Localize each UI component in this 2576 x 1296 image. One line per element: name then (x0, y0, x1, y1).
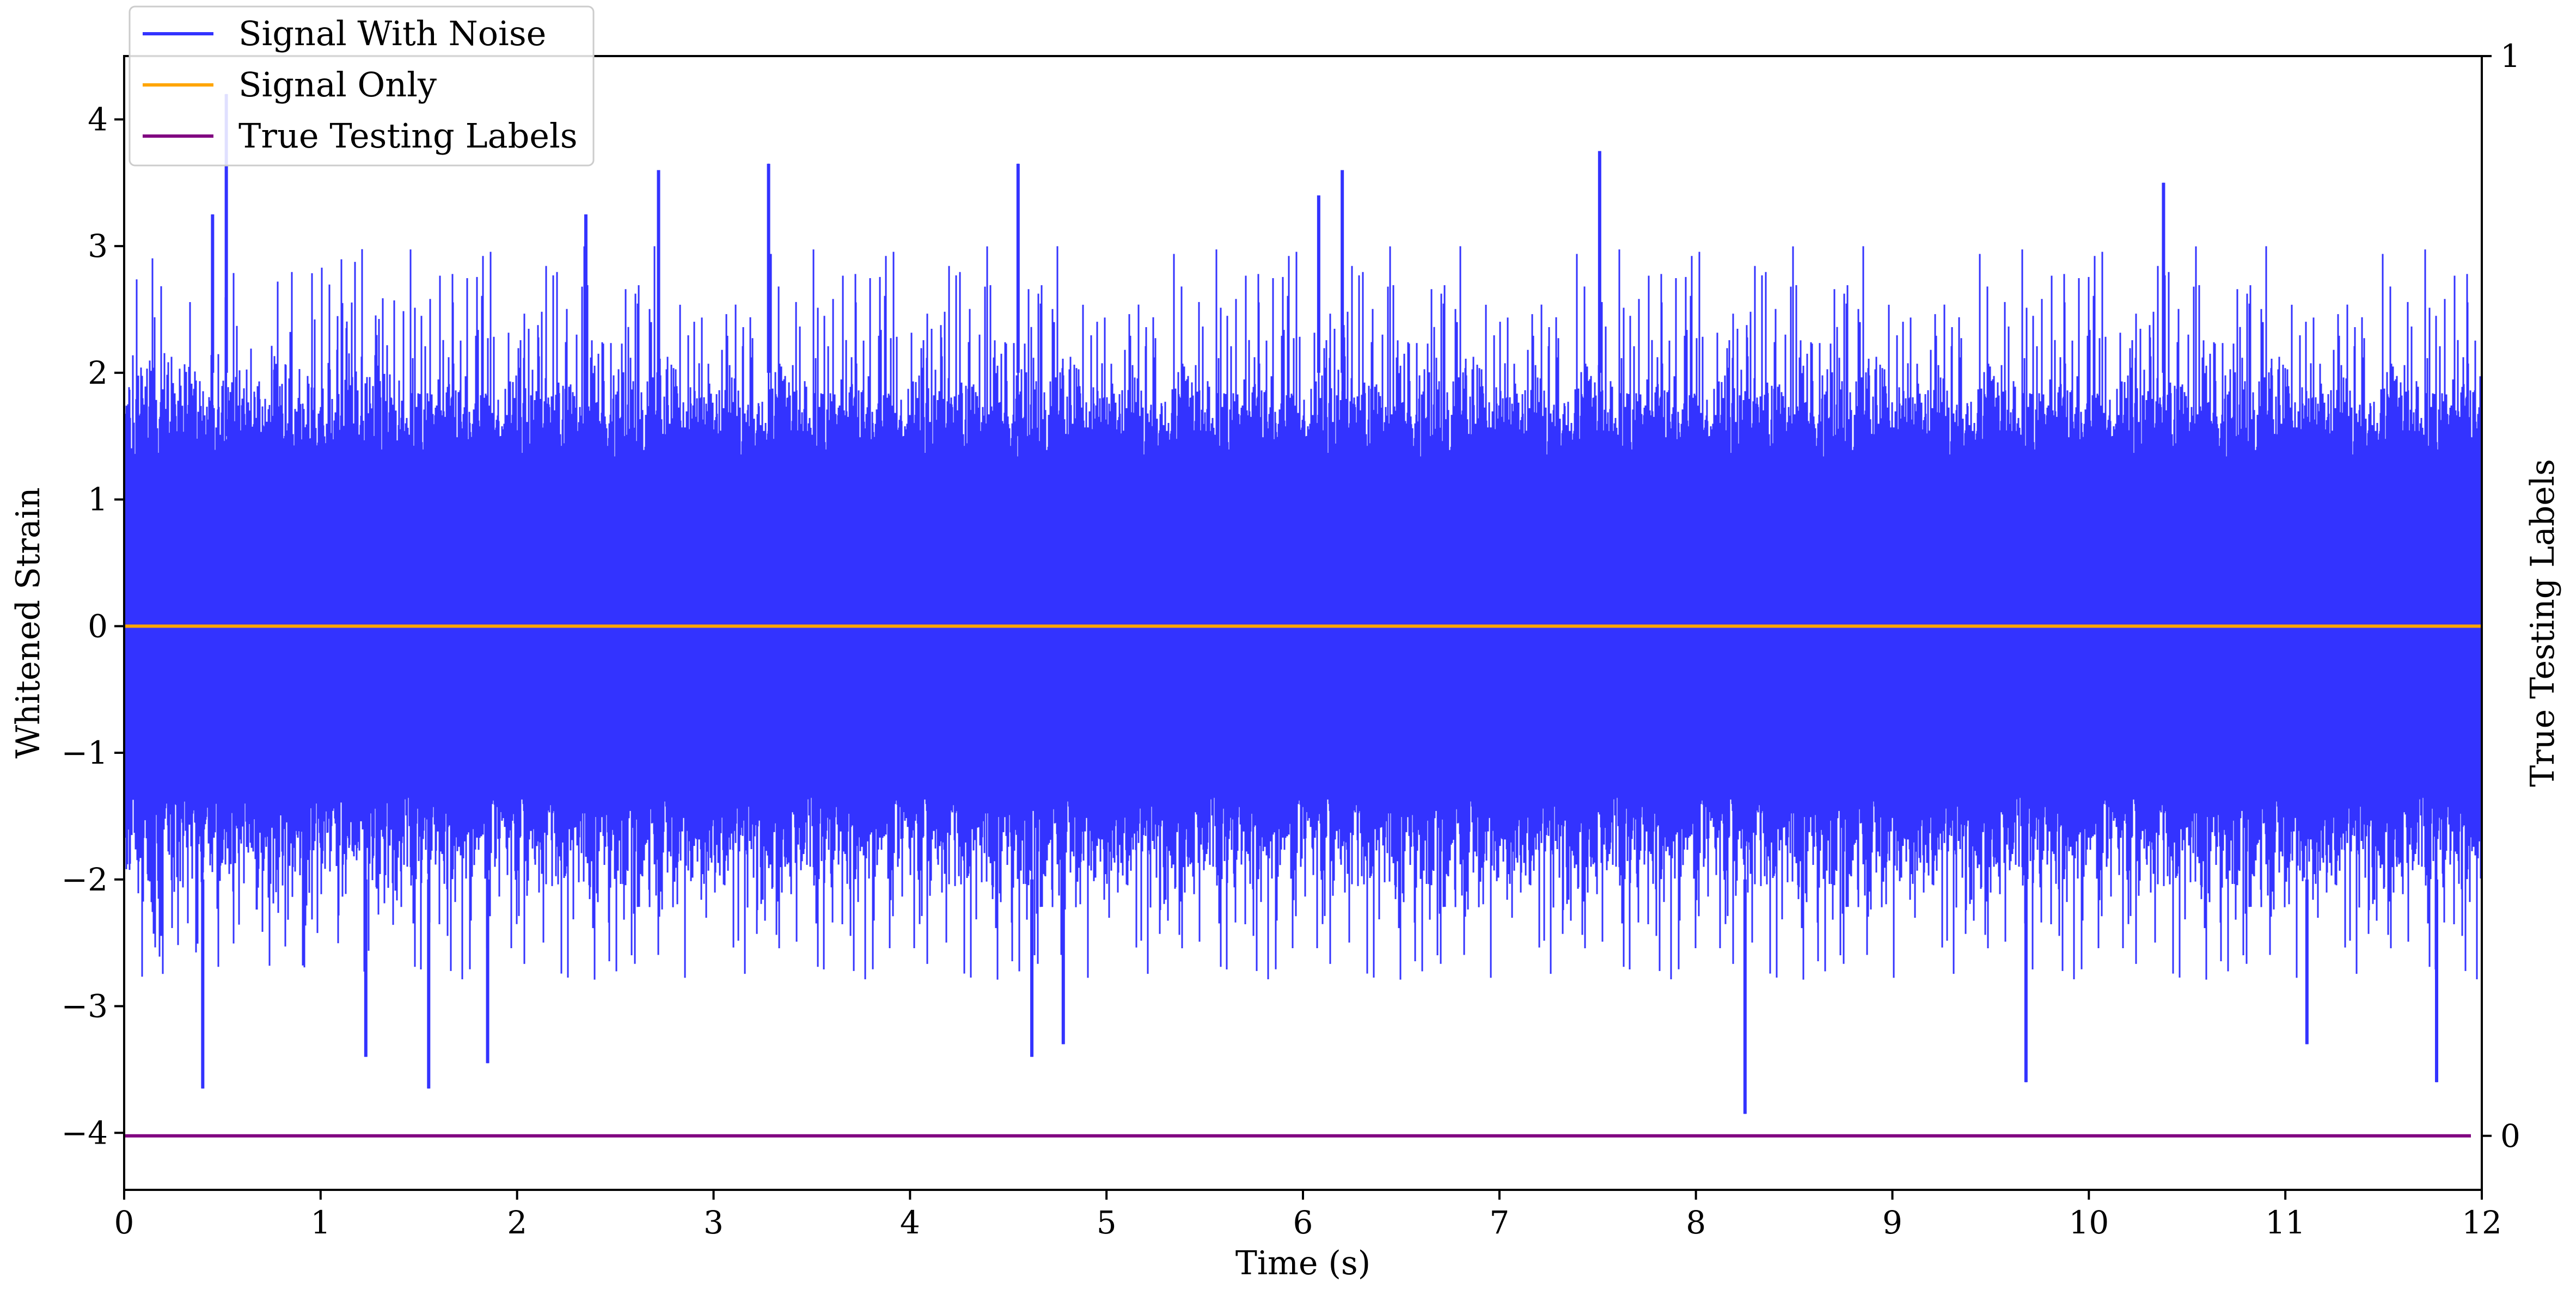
y-tick-label: 3 (88, 228, 108, 265)
x-tick-label: 10 (2069, 1204, 2109, 1241)
x-tick-label: 11 (2265, 1204, 2305, 1241)
x-tick-label: 9 (1882, 1204, 1902, 1241)
y-tick-label: −1 (62, 734, 108, 771)
legend-label-signal-with-noise: Signal With Noise (238, 14, 546, 53)
legend-label-true-testing-labels: True Testing Labels (238, 116, 578, 156)
x-tick-label: 5 (1097, 1204, 1117, 1241)
y-tick-label: −2 (62, 861, 108, 898)
y-tick-label: 2 (88, 354, 108, 391)
y2-tick-label: 1 (2500, 38, 2520, 75)
y-tick-label: 4 (88, 101, 108, 138)
legend-label-signal-only: Signal Only (238, 65, 437, 105)
y-axis-left: 4 3 2 1 0 −1 −2 −3 −4 (62, 101, 124, 1151)
x-tick-label: 3 (703, 1204, 724, 1241)
signal-with-noise-series (123, 94, 2483, 1114)
x-tick-label: 7 (1489, 1204, 1509, 1241)
legend: Signal With Noise Signal Only True Testi… (129, 5, 595, 167)
y-tick-label: −4 (62, 1114, 108, 1151)
x-axis-label: Time (s) (1235, 1244, 1370, 1282)
x-axis: 0 1 2 3 4 5 6 7 8 9 10 11 12 (114, 1190, 2502, 1241)
y2-axis-label: True Testing Labels (2524, 459, 2562, 787)
legend-box (129, 5, 595, 167)
x-tick-label: 6 (1293, 1204, 1313, 1241)
y-axis-right: 10 (2482, 38, 2520, 1154)
x-tick-label: 2 (507, 1204, 527, 1241)
x-tick-label: 8 (1686, 1204, 1706, 1241)
x-tick-label: 0 (114, 1204, 134, 1241)
y-tick-label: 0 (88, 607, 108, 644)
x-tick-label: 12 (2462, 1204, 2502, 1241)
x-tick-label: 1 (310, 1204, 331, 1241)
y-tick-label: 1 (88, 481, 108, 518)
y-tick-label: −3 (62, 988, 108, 1025)
signal-with-noise-trace (123, 94, 2483, 1114)
x-tick-label: 4 (900, 1204, 920, 1241)
y-axis-label: Whitened Strain (9, 487, 47, 758)
y2-tick-label: 0 (2500, 1117, 2520, 1154)
